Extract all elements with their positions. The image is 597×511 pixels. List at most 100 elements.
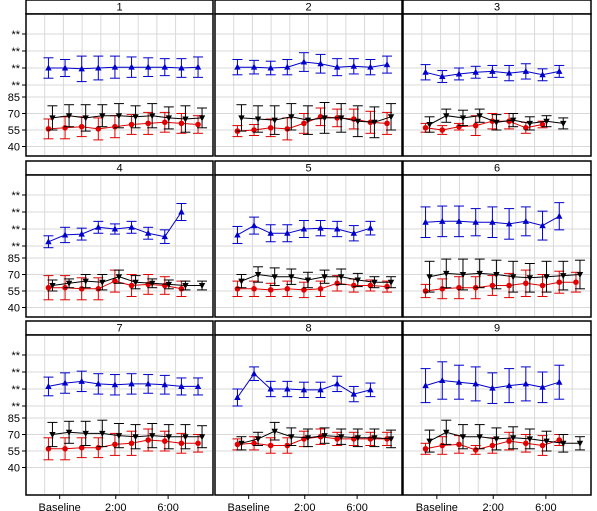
- series-blue: [232, 52, 393, 77]
- y-tick-label: **: [11, 384, 20, 396]
- point-blue: [128, 63, 135, 70]
- point-blue: [539, 383, 546, 390]
- point-blue: [45, 238, 52, 245]
- point-red: [301, 120, 307, 127]
- series-line-blue: [48, 66, 199, 70]
- point-blue: [178, 382, 185, 389]
- point-blue: [250, 370, 258, 377]
- series-line-black: [241, 430, 392, 444]
- panel-grid: [27, 336, 212, 494]
- series-line-red: [425, 281, 576, 292]
- point-blue: [300, 386, 308, 393]
- point-red: [78, 286, 85, 292]
- y-tick-label: 85: [8, 413, 20, 425]
- point-red: [523, 125, 529, 131]
- series-black: [236, 102, 397, 139]
- point-red: [112, 123, 118, 130]
- point-black: [426, 122, 433, 128]
- point-red: [422, 125, 429, 131]
- point-blue: [317, 386, 324, 393]
- series-black: [47, 103, 208, 133]
- point-blue: [194, 382, 202, 389]
- x-axis-labels: Baseline 2:00 6:00: [228, 495, 368, 511]
- point-black: [271, 117, 278, 124]
- point-blue: [367, 386, 374, 393]
- point-black: [182, 116, 189, 123]
- point-black: [493, 272, 500, 278]
- point-black: [560, 120, 567, 127]
- point-black: [254, 436, 262, 443]
- point-blue: [161, 233, 168, 240]
- point-blue: [178, 208, 185, 215]
- panel-3: 3: [402, 0, 592, 157]
- series-black: [236, 266, 397, 289]
- point-black: [509, 117, 517, 124]
- point-black: [165, 115, 172, 122]
- point-red: [523, 280, 529, 287]
- point-black: [387, 279, 395, 286]
- series-line-red: [237, 282, 388, 291]
- point-blue: [333, 225, 341, 232]
- x-axis-labels: Baseline 2:00 6:00: [416, 495, 557, 511]
- y-tick-label: 85: [8, 253, 20, 265]
- point-blue: [367, 224, 374, 231]
- series-blue: [420, 202, 565, 241]
- point-red: [145, 437, 151, 443]
- point-blue: [367, 63, 374, 70]
- point-blue: [267, 64, 274, 71]
- panel-4: 4: [25, 160, 214, 318]
- y-tick-label: **: [11, 207, 20, 219]
- y-tick-label: 55: [8, 286, 20, 298]
- point-black: [476, 270, 483, 277]
- point-black: [288, 114, 295, 121]
- point-black: [65, 280, 73, 287]
- point-red: [234, 441, 241, 448]
- y-tick-label: **: [11, 46, 20, 58]
- y-tick-label: **: [11, 63, 20, 75]
- point-blue: [350, 62, 357, 69]
- point-blue: [111, 225, 119, 232]
- point-blue: [45, 382, 52, 389]
- point-red: [128, 121, 135, 128]
- point-red: [456, 284, 462, 291]
- panel-grid: [216, 336, 401, 494]
- series-line-blue: [237, 61, 388, 69]
- series-blue: [232, 216, 376, 244]
- x-tick-label: 6:00: [346, 502, 367, 511]
- y-tick-label: 85: [8, 92, 20, 104]
- point-red: [506, 118, 512, 124]
- series-line-black: [52, 115, 203, 120]
- point-black: [371, 119, 378, 126]
- point-blue: [267, 229, 274, 236]
- point-red: [422, 288, 429, 294]
- point-black: [65, 113, 73, 120]
- panel-2: 2: [214, 0, 403, 157]
- x-tick-label: Baseline: [39, 502, 81, 511]
- point-black: [49, 283, 56, 289]
- point-blue: [522, 380, 530, 387]
- y-tick-label: 70: [8, 109, 20, 121]
- point-blue: [144, 63, 152, 70]
- point-red: [301, 287, 307, 293]
- point-black: [148, 280, 156, 287]
- series-line-black: [241, 273, 391, 283]
- point-black: [132, 279, 139, 286]
- point-red: [112, 441, 118, 448]
- point-red: [556, 279, 563, 286]
- point-red: [78, 123, 85, 130]
- point-red: [251, 127, 257, 133]
- point-blue: [61, 379, 69, 386]
- point-black: [238, 115, 245, 122]
- point-red: [506, 282, 512, 289]
- point-blue: [556, 378, 563, 385]
- point-black: [459, 115, 467, 122]
- point-black: [304, 277, 312, 284]
- point-black: [526, 120, 534, 127]
- point-black: [321, 274, 328, 281]
- point-black: [165, 434, 172, 441]
- point-black: [459, 434, 467, 441]
- point-red: [95, 444, 102, 451]
- series-black: [424, 419, 585, 453]
- x-tick-label: 2:00: [105, 502, 126, 511]
